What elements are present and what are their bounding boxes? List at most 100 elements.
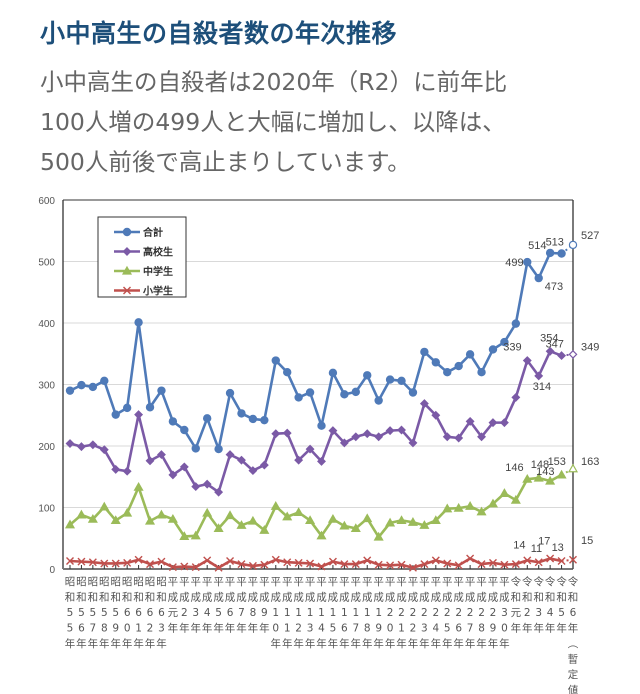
data-point — [122, 247, 132, 256]
marker-stroke — [271, 555, 280, 564]
data-point — [237, 560, 246, 569]
data-point — [522, 474, 533, 483]
data-point — [487, 498, 499, 508]
data-point — [65, 439, 75, 448]
data-point — [442, 432, 452, 442]
series-高校生 — [65, 346, 578, 497]
description-line: 小中高生の自殺者は2020年（R2）に前年比 — [40, 68, 508, 96]
data-point — [351, 387, 360, 397]
data-point — [396, 515, 407, 525]
data-point — [443, 367, 452, 377]
marker-stroke — [351, 560, 360, 569]
data-point — [260, 415, 269, 425]
data-point — [226, 557, 235, 565]
y-tick-label: 500 — [38, 258, 55, 269]
data-point — [134, 410, 144, 420]
data-point — [430, 515, 441, 525]
marker-stroke — [500, 560, 509, 569]
data-label: 11 — [531, 543, 542, 555]
data-point — [157, 450, 166, 460]
data-label: 14 — [513, 539, 525, 551]
data-point — [156, 509, 167, 519]
data-point — [110, 515, 121, 525]
data-label: 354 — [540, 332, 558, 344]
data-point — [77, 557, 86, 566]
marker-stroke — [248, 561, 257, 570]
x-tick-label: 令和 4 年 — [545, 575, 556, 635]
marker-stroke — [408, 563, 417, 572]
data-point — [453, 502, 464, 512]
data-point — [431, 410, 441, 420]
data-point — [111, 559, 120, 568]
x-tick-label: 昭和 5 8 年 — [99, 576, 110, 650]
data-point — [328, 426, 338, 436]
data-point — [168, 417, 178, 426]
x-tick-label: 平成 1 0 年 — [271, 576, 282, 650]
marker-stroke — [569, 555, 577, 564]
data-point — [465, 416, 475, 426]
data-point — [408, 438, 418, 448]
marker-stroke — [168, 563, 177, 572]
x-tick-label: 令和 3 年 — [533, 575, 544, 635]
x-tick-label: 令和元年 — [511, 575, 522, 635]
data-point — [442, 503, 453, 513]
data-point — [317, 456, 326, 466]
data-point — [557, 249, 566, 258]
x-tick-label: 昭和 6 2 年 — [145, 576, 156, 650]
data-point — [65, 386, 75, 395]
data-point — [522, 356, 532, 365]
data-point — [339, 520, 350, 530]
data-point — [488, 345, 498, 354]
data-point — [122, 403, 132, 413]
data-point — [168, 470, 178, 480]
data-point — [523, 556, 532, 565]
data-point — [214, 563, 223, 572]
marker-stroke — [180, 562, 189, 571]
data-point — [477, 560, 486, 569]
data-point — [259, 525, 270, 534]
data-point — [191, 482, 201, 492]
data-point — [180, 425, 189, 435]
marker-stroke — [546, 554, 555, 563]
series-line — [69, 557, 562, 570]
data-point — [87, 513, 98, 523]
data-point — [270, 501, 281, 510]
data-point — [385, 375, 395, 384]
data-point — [123, 286, 131, 295]
data-point — [168, 563, 177, 572]
data-point — [488, 418, 498, 428]
data-point — [236, 520, 247, 529]
marker-stroke — [260, 560, 269, 569]
data-label: 17 — [538, 536, 550, 548]
data-point — [545, 475, 556, 485]
series-lines — [64, 240, 579, 572]
data-point — [271, 429, 281, 439]
data-point — [122, 507, 133, 517]
x-tick-label: 平成 2 3 年 — [419, 576, 430, 650]
marker-stroke — [488, 558, 497, 567]
data-point — [237, 409, 246, 418]
data-label: 15 — [581, 535, 593, 547]
data-point — [488, 558, 497, 567]
x-tick-label: 平成 5 年 — [213, 576, 224, 635]
data-point — [419, 520, 430, 529]
x-tick-label: 平成 1 2 年 — [293, 576, 304, 650]
data-label: 339 — [503, 342, 521, 354]
marker-stroke — [317, 562, 326, 571]
x-tick-label: 平成元年 — [168, 576, 179, 635]
data-point — [476, 506, 487, 516]
data-point — [533, 472, 544, 482]
data-point — [351, 432, 361, 442]
data-point — [510, 494, 521, 504]
data-point — [534, 558, 543, 567]
x-tick-label: 昭和 5 7 年 — [88, 576, 99, 650]
data-point — [214, 487, 224, 497]
data-point — [100, 559, 109, 568]
data-point — [180, 562, 189, 571]
x-tick-label: 平成 2 年 — [179, 576, 190, 635]
marker-stroke — [466, 554, 475, 563]
data-label: 163 — [581, 456, 599, 468]
marker-stroke — [191, 563, 200, 572]
x-tick-label: 昭和 6 1 年 — [133, 576, 144, 650]
